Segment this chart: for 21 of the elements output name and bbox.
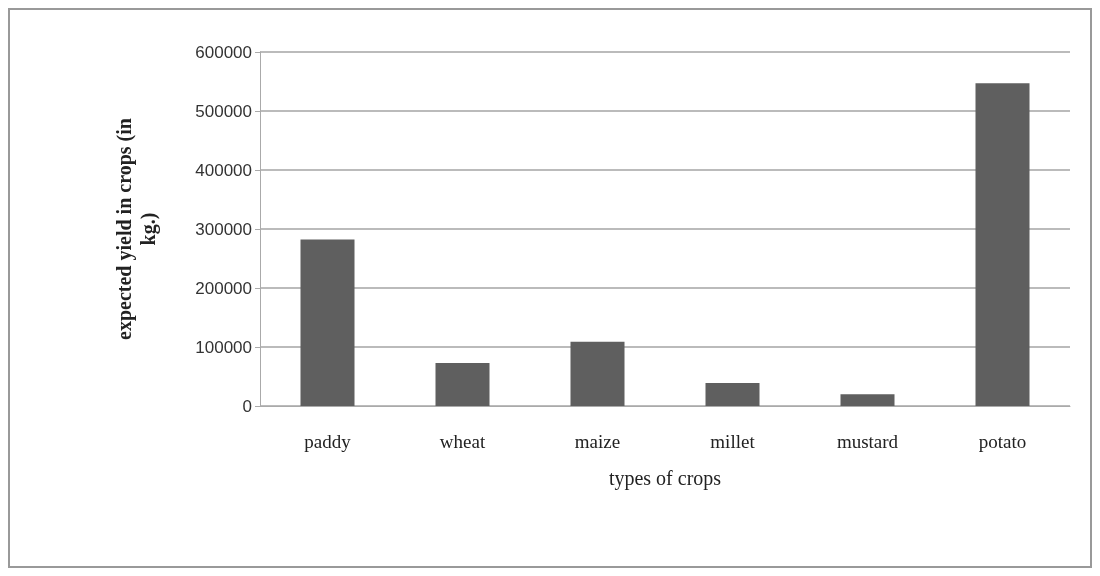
x-tick-label: potato [978, 431, 1027, 452]
y-tick-label: 100000 [195, 337, 252, 357]
y-tick-label: 0 [242, 396, 252, 416]
x-tick-label: paddy [304, 431, 352, 452]
y-axis-title: expected yield in crops (in kg.) [113, 118, 160, 340]
x-tick-label: wheat [439, 431, 486, 452]
y-tick-label: 200000 [195, 278, 252, 298]
bar [435, 362, 490, 406]
x-tick-label: millet [710, 431, 756, 452]
bar [840, 394, 895, 406]
x-tick-label: maize [574, 431, 621, 452]
y-tick-label: 400000 [195, 160, 252, 180]
y-tick-label: 500000 [195, 101, 252, 121]
x-axis-title: types of crops [608, 467, 722, 490]
bar [705, 382, 760, 406]
y-tick-label: 600000 [195, 42, 252, 62]
x-tick-label: mustard [836, 431, 899, 452]
bar [570, 341, 625, 406]
bar [975, 83, 1030, 406]
y-tick-label: 300000 [195, 219, 252, 239]
bar [300, 239, 355, 406]
